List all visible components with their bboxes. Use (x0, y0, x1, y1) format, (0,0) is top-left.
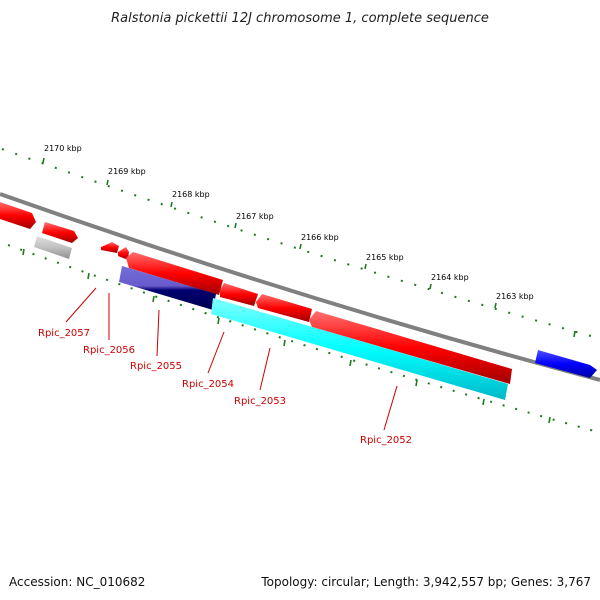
leader-rpic-2053 (259, 347, 271, 391)
ruler-label-2167: 2167 kbp (236, 212, 274, 221)
gene-feature-red-left (0, 202, 36, 229)
inner-ruler-ticks (22, 248, 551, 424)
gene-feature-cyan (211, 298, 508, 400)
gene-label-rpic-2052[interactable]: Rpic_2052 (360, 435, 412, 446)
ruler-label-2166: 2166 kbp (301, 233, 339, 242)
topology-summary-text: Topology: circular; Length: 3,942,557 bp… (260, 575, 591, 589)
gene-labels: Rpic_2057 Rpic_2056 Rpic_2055 Rpic_2054 … (38, 328, 412, 446)
gene-features (0, 202, 597, 400)
gene-feature-red-small (42, 222, 78, 243)
leader-rpic-2055 (156, 309, 160, 357)
ruler-label-2169: 2169 kbp (108, 167, 146, 176)
map-title: Ralstonia pickettii 12J chromosome 1, co… (111, 11, 489, 26)
ruler-label-2170: 2170 kbp (44, 144, 82, 153)
inner-ruler (7, 244, 599, 433)
gene-label-rpic-2057[interactable]: Rpic_2057 (38, 328, 90, 339)
gene-feature-red-tiny-2 (118, 247, 129, 260)
gene-label-rpic-2054[interactable]: Rpic_2054 (182, 379, 234, 390)
outer-ruler: 2170 kbp 2169 kbp 2168 kbp 2167 kbp 2166… (1, 144, 599, 339)
gene-feature-red-tiny-1 (101, 242, 119, 253)
leader-rpic-2057 (65, 287, 97, 323)
gene-feature-red-2055 (126, 252, 223, 295)
gene-feature-red-2054 (220, 283, 258, 306)
gene-feature-navy (119, 266, 216, 310)
leader-rpic-2054 (207, 331, 225, 374)
gene-label-rpic-2055[interactable]: Rpic_2055 (130, 361, 182, 372)
gene-label-rpic-2053[interactable]: Rpic_2053 (234, 396, 286, 407)
gene-feature-red-2053 (256, 294, 312, 322)
ruler-label-2163: 2163 kbp (496, 292, 534, 301)
accession-text: Accession: NC_010682 (9, 575, 145, 589)
gene-feature-grey (34, 236, 72, 259)
outer-ruler-major-ticks (42, 157, 576, 338)
ruler-label-2164: 2164 kbp (431, 273, 469, 282)
gene-feature-red-2052 (309, 311, 512, 384)
gene-label-leaders (65, 287, 398, 431)
ruler-label-2165: 2165 kbp (366, 253, 404, 262)
leader-rpic-2052 (383, 385, 398, 431)
genome-backbone (0, 192, 600, 382)
ruler-label-2168: 2168 kbp (172, 190, 210, 199)
gene-label-rpic-2056[interactable]: Rpic_2056 (83, 345, 135, 356)
gene-feature-blue (535, 350, 597, 378)
